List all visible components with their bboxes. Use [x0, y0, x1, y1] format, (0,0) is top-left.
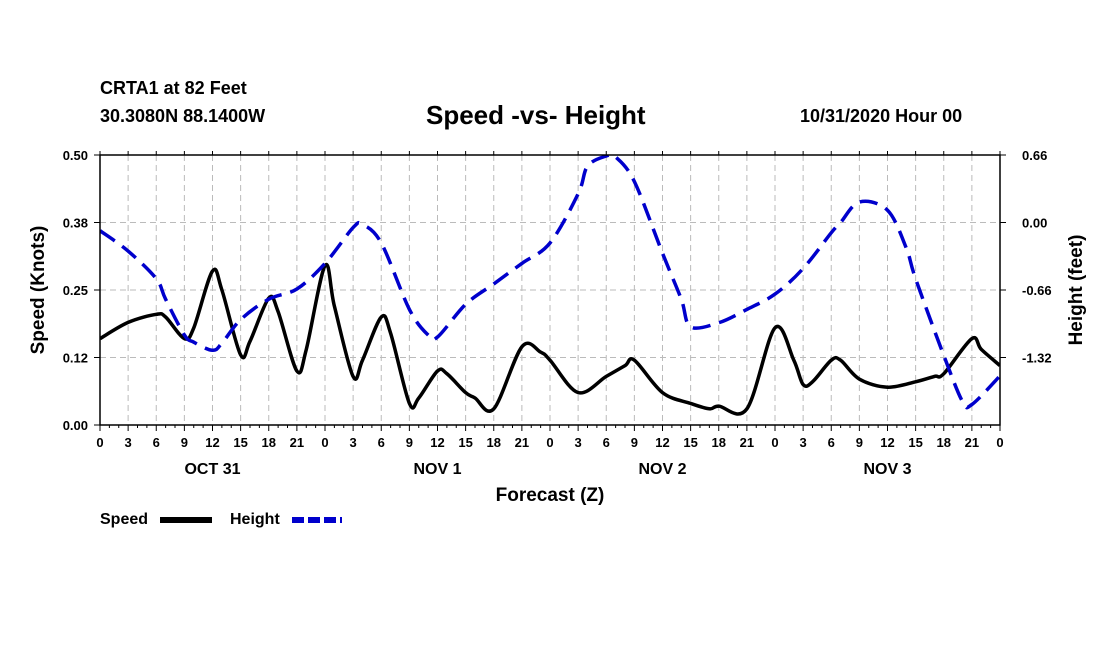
- right-y-tick-label: -1.32: [1022, 351, 1052, 366]
- x-tick-label: 15: [908, 435, 922, 450]
- legend-height-label: Height: [230, 511, 280, 528]
- x-tick-label: 0: [546, 435, 553, 450]
- x-tick-label: 0: [996, 435, 1003, 450]
- day-label: NOV 1: [413, 461, 461, 478]
- x-axis-title: Forecast (Z): [496, 485, 605, 506]
- right-y-tick-label: 0.00: [1022, 216, 1047, 231]
- x-tick-label: 3: [575, 435, 582, 450]
- x-tick-label: 15: [683, 435, 697, 450]
- right-y-tick-label: -0.66: [1022, 283, 1052, 298]
- chart-title: Speed -vs- Height: [426, 100, 646, 130]
- x-tick-label: 18: [262, 435, 276, 450]
- x-tick-label: 12: [430, 435, 444, 450]
- x-tick-label: 6: [153, 435, 160, 450]
- x-tick-label: 6: [828, 435, 835, 450]
- x-tick-label: 0: [96, 435, 103, 450]
- x-tick-label: 15: [233, 435, 247, 450]
- x-tick-label: 12: [205, 435, 219, 450]
- right-y-tick-label: 0.66: [1022, 148, 1047, 163]
- x-tick-label: 9: [406, 435, 413, 450]
- x-tick-label: 9: [181, 435, 188, 450]
- x-tick-label: 12: [880, 435, 894, 450]
- left-axis-title: Speed (Knots): [28, 226, 49, 355]
- x-tick-label: 18: [712, 435, 726, 450]
- x-tick-label: 21: [965, 435, 979, 450]
- x-tick-label: 9: [631, 435, 638, 450]
- x-tick-label: 0: [771, 435, 778, 450]
- right-axis-title: Height (feet): [1066, 235, 1087, 346]
- coordinates-label: 30.3080N 88.1400W: [100, 106, 266, 126]
- legend-speed-label: Speed: [100, 511, 148, 528]
- x-tick-label: 12: [655, 435, 669, 450]
- station-label: CRTA1 at 82 Feet: [100, 78, 247, 98]
- x-tick-label: 21: [290, 435, 304, 450]
- left-y-tick-label: 0.50: [63, 148, 88, 163]
- speed-series-line: [100, 262, 1000, 416]
- x-tick-label: 3: [125, 435, 132, 450]
- left-y-tick-label: 0.12: [63, 351, 88, 366]
- day-label: NOV 2: [638, 461, 686, 478]
- x-tick-label: 18: [937, 435, 951, 450]
- x-tick-label: 15: [458, 435, 472, 450]
- day-label: NOV 3: [863, 461, 911, 478]
- x-tick-label: 18: [487, 435, 501, 450]
- run-time-label: 10/31/2020 Hour 00: [800, 106, 963, 126]
- x-tick-label: 6: [378, 435, 385, 450]
- x-tick-label: 21: [740, 435, 754, 450]
- left-y-tick-label: 0.25: [63, 283, 88, 298]
- x-tick-label: 21: [515, 435, 529, 450]
- x-tick-label: 9: [856, 435, 863, 450]
- x-tick-label: 3: [350, 435, 357, 450]
- day-label: OCT 31: [184, 461, 240, 478]
- x-tick-label: 0: [321, 435, 328, 450]
- x-tick-label: 3: [800, 435, 807, 450]
- left-y-tick-label: 0.00: [63, 418, 88, 433]
- x-tick-label: 6: [603, 435, 610, 450]
- left-y-tick-label: 0.38: [63, 216, 88, 231]
